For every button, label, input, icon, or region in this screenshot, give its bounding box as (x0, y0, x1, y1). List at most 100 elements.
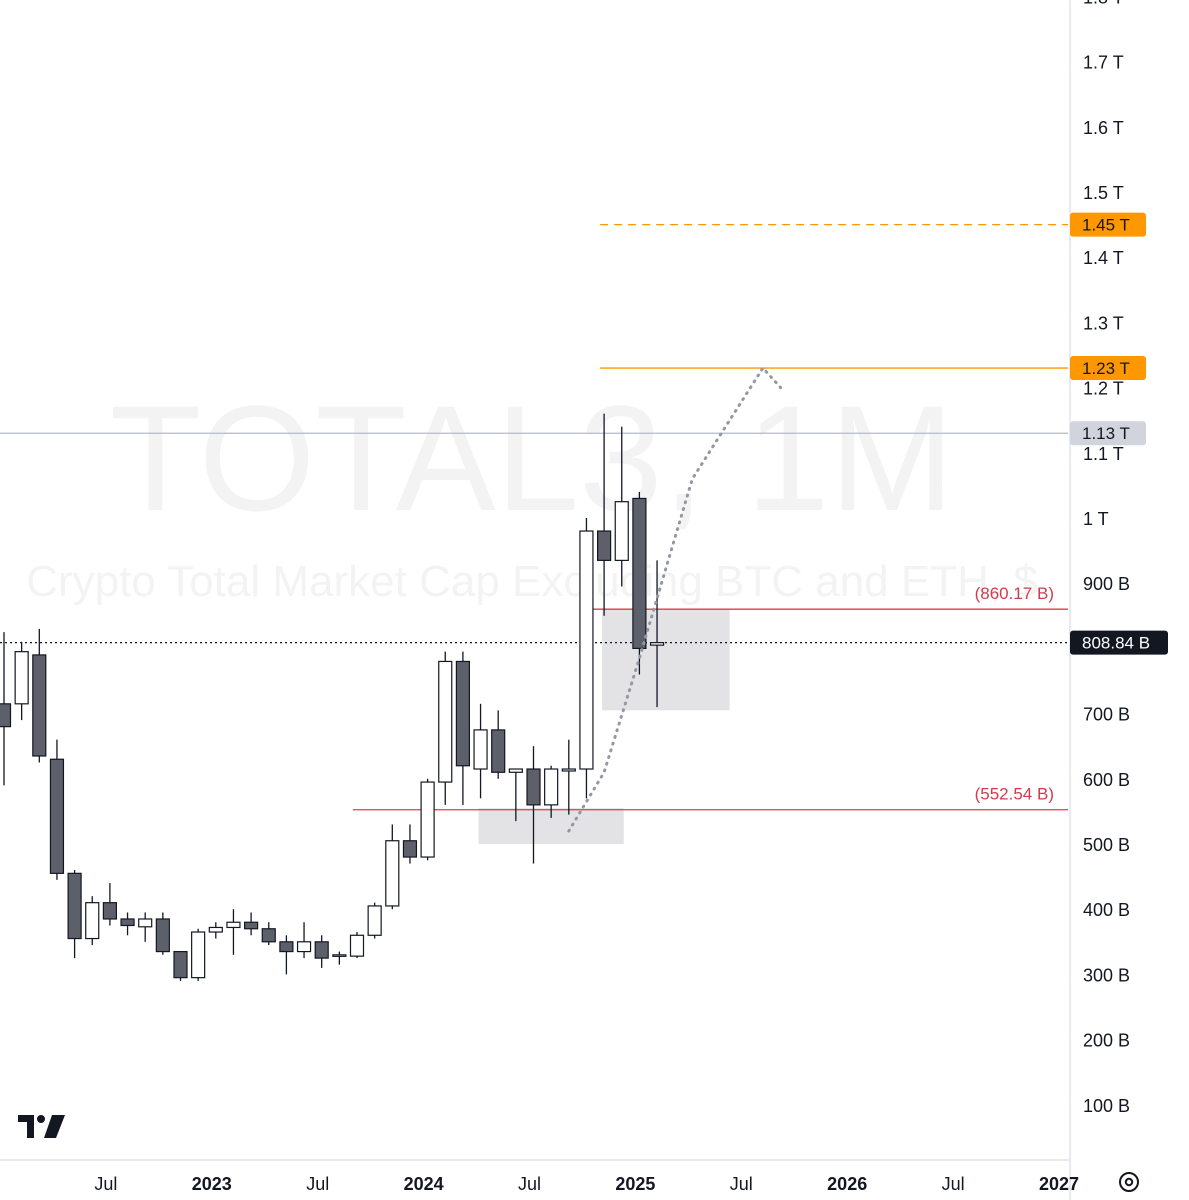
candle-body (402, 840, 418, 858)
watermark-symbol: TOTAL3, 1M (110, 374, 955, 542)
logo-part (44, 1115, 65, 1138)
time-tick-label: Jul (518, 1174, 541, 1194)
candle (596, 413, 612, 616)
candle-body (385, 840, 400, 907)
upper-level-label: (860.17 B) (975, 584, 1054, 603)
candle-body (526, 768, 541, 806)
candle-body (420, 781, 435, 858)
candle (544, 765, 559, 818)
candle (208, 922, 223, 939)
price-tick-label: 700 B (1083, 705, 1130, 725)
price-tick-label: 1.6 T (1083, 118, 1124, 138)
candle (155, 912, 170, 955)
candle-body (226, 921, 241, 929)
time-tick-label: 2023 (192, 1174, 232, 1194)
price-tick-label: 600 B (1083, 770, 1130, 790)
candle-body (491, 729, 506, 773)
candle-body (261, 928, 276, 943)
badge-label: 1.13 T (1082, 424, 1130, 443)
price-tick-label: 1.2 T (1083, 379, 1124, 399)
candle-body (332, 954, 347, 957)
candle (102, 883, 118, 926)
candle (0, 632, 12, 786)
candle-body (244, 921, 259, 930)
badge-label: 808.84 B (1082, 634, 1150, 653)
time-tick-label: Jul (306, 1174, 329, 1194)
candle (385, 824, 400, 910)
time-tick-label: 2024 (404, 1174, 444, 1194)
price-tick-label: 1.5 T (1083, 183, 1124, 203)
candle-body (314, 941, 329, 959)
candle (67, 870, 82, 959)
candle-body (438, 660, 453, 783)
candle-body (155, 918, 170, 953)
candle (85, 896, 100, 946)
zones (478, 609, 730, 844)
time-tick-label: 2027 (1039, 1174, 1079, 1194)
candle (261, 922, 276, 946)
candle (579, 518, 594, 799)
candle (173, 950, 188, 981)
candle (455, 651, 470, 805)
time-axis[interactable]: Jul 2023 Jul 2024 Jul 2025 Jul 2026 Jul 2027 (0, 1159, 1079, 1194)
candle-body (49, 758, 65, 874)
candle-body (32, 654, 47, 757)
resistance-price-badge: 1.23 T (1070, 356, 1146, 381)
price-tick-label: 1.1 T (1083, 444, 1124, 464)
time-tick-label: Jul (94, 1174, 117, 1194)
candle-body (596, 530, 612, 561)
time-tick-label: 2026 (827, 1174, 867, 1194)
candle (279, 935, 294, 975)
tradingview-logo-icon[interactable] (18, 1115, 65, 1138)
badge-label: 1.45 T (1082, 216, 1130, 235)
candle (561, 739, 576, 815)
watermark: TOTAL3, 1M Crypto Total Market Cap Exclu… (26, 374, 1038, 606)
candle-body (508, 768, 523, 773)
badge-bg (1070, 421, 1146, 446)
candle (49, 739, 65, 880)
settings-gear-icon[interactable] (1119, 1172, 1139, 1192)
price-tick-label: 500 B (1083, 835, 1130, 855)
badge-bg (1070, 630, 1168, 655)
candle (226, 909, 241, 955)
candle-body (614, 501, 629, 561)
candle-body (455, 660, 470, 767)
candle (491, 710, 506, 779)
watermark-description: Crypto Total Market Cap Excluding BTC an… (26, 557, 1038, 606)
badge-bg (1070, 356, 1146, 381)
candle-body (367, 905, 382, 936)
price-levels: (860.17 B) (552.54 B) (0, 223, 1068, 811)
badge-label: 1.23 T (1082, 359, 1130, 378)
price-tick-label: 900 B (1083, 574, 1130, 594)
candle (349, 932, 365, 959)
candle (296, 922, 312, 959)
candle (332, 951, 347, 965)
time-tick-label: Jul (942, 1174, 965, 1194)
price-tick-label: 200 B (1083, 1031, 1130, 1051)
candle-body (296, 941, 312, 953)
candle (402, 824, 418, 864)
candle (14, 641, 29, 721)
candle-body (191, 931, 206, 979)
logo-part (18, 1115, 34, 1138)
candle (438, 651, 453, 805)
candle (191, 928, 206, 981)
candle (244, 912, 259, 936)
candle-body (473, 729, 488, 770)
candle-body (85, 902, 100, 940)
time-tick-label: Jul (730, 1174, 753, 1194)
candle-body (67, 872, 82, 940)
candles (0, 413, 665, 981)
current-price-badge: 808.84 B (1070, 630, 1168, 655)
candle (508, 768, 523, 822)
price-axis[interactable]: 100 B 200 B 300 B 400 B 500 B 600 B 700 B 900 B… (1069, 0, 1130, 1200)
price-tick-label: 1.7 T (1083, 53, 1124, 73)
time-tick-label: 2025 (615, 1174, 655, 1194)
gear-hub (1124, 1177, 1134, 1187)
candle-body (138, 918, 153, 928)
candle (367, 902, 382, 939)
price-tick-label: 1 T (1083, 509, 1109, 529)
candle-body (349, 934, 365, 957)
candle-body (649, 642, 665, 646)
